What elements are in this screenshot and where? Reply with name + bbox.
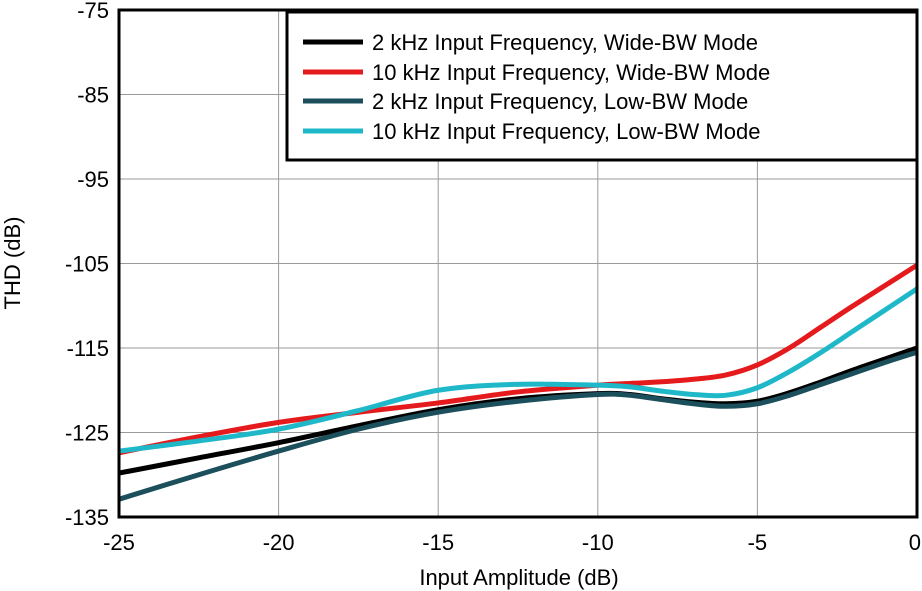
series-line-4 [118, 286, 919, 454]
y-tick-label: -95 [77, 167, 109, 192]
legend-entry: 10 kHz Input Frequency, Wide-BW Mode [372, 60, 770, 85]
legend-entry: 10 kHz Input Frequency, Low-BW Mode [372, 119, 760, 144]
x-tick-label: -10 [582, 530, 614, 555]
legend: 2 kHz Input Frequency, Wide-BW Mode 10 k… [285, 10, 919, 162]
series-line-3 [118, 349, 918, 502]
y-tick-labels: -75 -85 -95 -105 -115 -125 -135 [65, 0, 109, 530]
x-tick-label: -25 [103, 530, 135, 555]
y-tick-label: -75 [77, 0, 109, 23]
y-tick-label: -125 [65, 421, 109, 446]
plot-frame [117, 8, 919, 519]
x-tick-labels: -25 -20 -15 -10 -5 0 [103, 530, 921, 555]
y-axis-label: THD (dB) [0, 217, 25, 310]
y-tick-label: -85 [77, 83, 109, 108]
x-axis-label: Input Amplitude (dB) [419, 565, 618, 590]
x-tick-label: -5 [748, 530, 768, 555]
x-tick-label: -20 [263, 530, 295, 555]
y-tick-label: -135 [65, 505, 109, 530]
y-tick-label: -105 [65, 252, 109, 277]
legend-entry: 2 kHz Input Frequency, Wide-BW Mode [372, 30, 758, 55]
x-tick-label: 0 [909, 530, 921, 555]
x-tick-label: -15 [422, 530, 454, 555]
legend-entry: 2 kHz Input Frequency, Low-BW Mode [372, 89, 748, 114]
series-line-2 [118, 263, 919, 456]
y-tick-label: -115 [67, 336, 109, 361]
series-lines [118, 263, 919, 502]
legend-box [285, 10, 919, 162]
